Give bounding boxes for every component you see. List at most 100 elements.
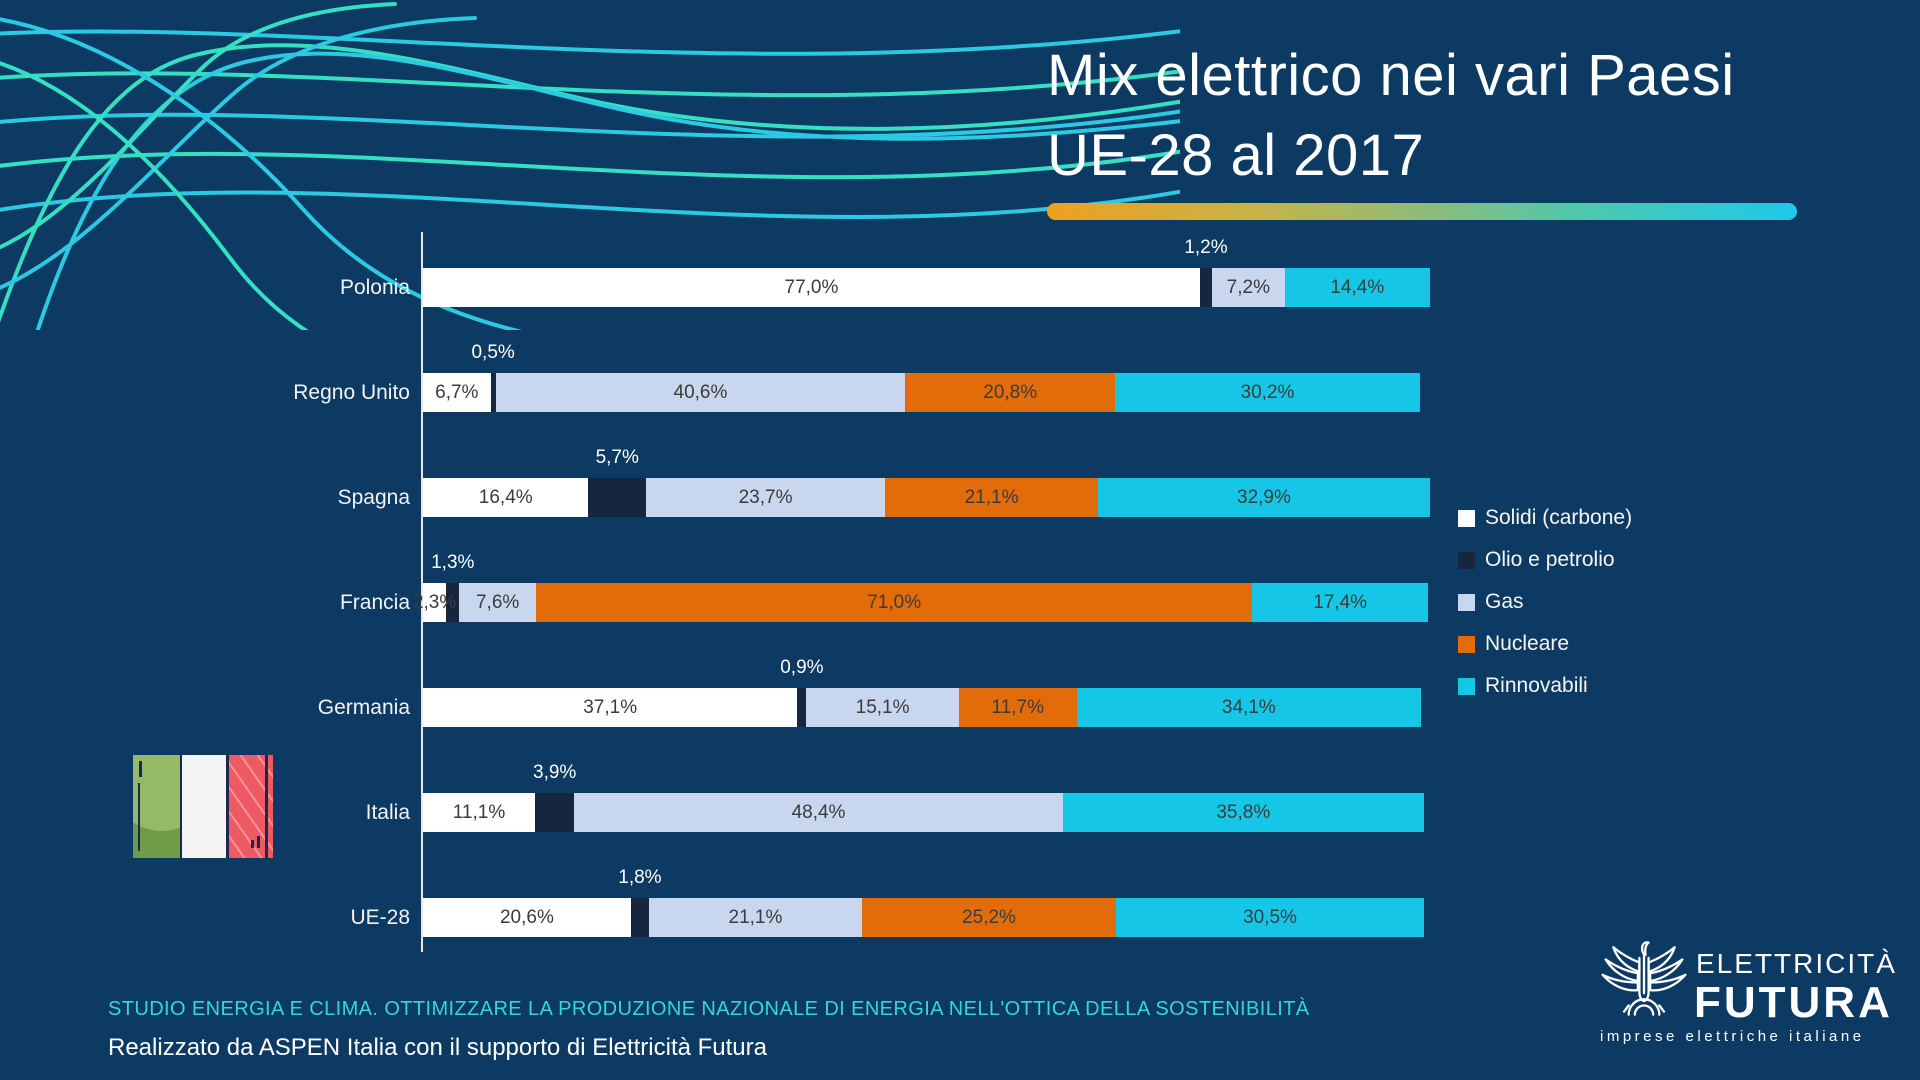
category-label: UE-28 [350,906,410,929]
bar-segment-gas: 7,2% [1212,268,1285,307]
above-bar-value-label: 1,3% [431,552,475,573]
segment-value-label: 40,6% [673,381,728,403]
bar-segment-rinnovabili: 14,4% [1284,268,1430,307]
bar-segment-nucleare: 71,0% [535,583,1253,622]
slide-title: Mix elettrico nei vari Paesi UE-28 al 20… [1047,36,1827,196]
bar-track: 37,1% 15,1% 11,7% 34,1% [423,688,1432,727]
bar-segment-gas: 23,7% [645,478,886,517]
flag-white-band [180,755,226,858]
category-label: Germania [317,696,410,719]
above-bar-value-label: 1,8% [618,867,662,888]
above-bar-value-label: 3,9% [533,762,577,783]
bar-segment-gas: 40,6% [495,373,906,412]
segment-value-label: 71,0% [867,591,922,613]
bar-row: Germania 0,9% 37,1% 15,1% 11,7% 34,1% [318,657,1432,727]
segment-value-label: 32,9% [1237,486,1291,508]
bar-segment-nucleare: 25,2% [861,898,1117,937]
bar-segment-solidi: 37,1% [423,688,798,727]
legend-swatch-rinnovabili [1458,677,1475,695]
flag-red-band [226,755,273,858]
legend-label: Solidi (carbone) [1485,506,1633,529]
legend-swatch-nucleare [1458,635,1475,653]
bar-segment-rinnovabili: 32,9% [1097,478,1430,517]
legend-item-olio: Olio e petrolio [1458,548,1632,572]
title-line-1: Mix elettrico nei vari Paesi [1047,43,1735,108]
segment-value-label: 11,1% [452,801,506,823]
segment-value-label: 20,8% [983,381,1038,403]
segment-value-label: 15,1% [855,696,910,718]
above-bar-value-label: 5,7% [595,447,639,468]
bar-segment-rinnovabili: 35,8% [1062,793,1424,832]
legend-label: Gas [1485,590,1524,613]
bar-track: 77,0% 7,2% 14,4% [423,268,1432,307]
bar-segment-solidi: 16,4% [423,478,589,517]
bar-segment-olio [630,898,649,937]
bar-row: Italia 3,9% 11,1% 48,4% 35,8% [366,762,1432,832]
legend-label: Olio e petrolio [1485,548,1615,571]
legend-swatch-olio [1458,551,1475,569]
bar-row: UE-28 1,8% 20,6% 21,1% 25,2% 30,5% [350,867,1432,937]
bar-segment-rinnovabili: 30,2% [1115,373,1420,412]
segment-value-label: 23,7% [738,486,793,508]
legend-item-nucleare: Nucleare [1458,632,1632,656]
bar-row: Spagna 5,7% 16,4% 23,7% 21,1% 32,9% [338,447,1432,517]
logo-tagline: imprese elettriche italiane [1600,1028,1865,1045]
legend-item-gas: Gas [1458,590,1632,614]
category-label: Francia [339,591,410,614]
bar-track: 6,7% 40,6% 20,8% 30,2% [423,373,1432,412]
above-bar-value-label: 0,5% [471,342,515,363]
segment-value-label: 25,2% [962,906,1016,928]
segment-value-label: 6,7% [435,381,479,403]
bar-track: 16,4% 23,7% 21,1% 32,9% [423,478,1432,517]
title-underline-gradient [1047,203,1797,220]
segment-value-label: 30,2% [1240,381,1295,403]
chart-axis-line [421,232,423,952]
segment-value-label: 2,3% [412,591,457,613]
bar-segment-rinnovabili: 30,5% [1116,898,1424,937]
category-label: Polonia [339,276,410,299]
segment-value-label: 77,0% [784,276,839,298]
bar-segment-olio [446,583,460,622]
bar-row: Francia 1,3% 2,3% 7,6% 71,0% 17,4% [340,552,1432,622]
segment-value-label: 17,4% [1313,591,1368,613]
bar-segment-solidi: 11,1% [423,793,535,832]
segment-value-label: 14,4% [1330,276,1385,298]
legend-item-solidi: Solidi (carbone) [1458,506,1632,530]
italy-flag-illustration [133,755,273,858]
footer-study-line: STUDIO ENERGIA E CLIMA. OTTIMIZZARE LA P… [108,998,1310,1020]
segment-value-label: 35,8% [1216,801,1271,823]
chart-legend: Solidi (carbone) Olio e petrolio Gas Nuclea… [1458,506,1632,716]
segment-value-label: 21,1% [728,906,783,928]
title-line-2: UE-28 al 2017 [1047,123,1425,188]
bar-row: Regno Unito 0,5% 6,7% 40,6% 20,8% 30,2% [293,342,1432,412]
footer-credit-line: Realizzato da ASPEN Italia con il suppor… [108,1034,767,1061]
bar-segment-rinnovabili: 17,4% [1252,583,1428,622]
bar-segment-nucleare: 21,1% [885,478,1098,517]
category-label: Regno Unito [293,381,410,404]
bar-segment-olio [490,373,496,412]
segment-value-label: 48,4% [791,801,846,823]
bar-row: Polonia 1,2% 77,0% 7,2% 14,4% [340,237,1432,307]
bar-segment-gas: 7,6% [459,583,536,622]
bar-segment-solidi: 6,7% [423,373,491,412]
bar-track: 20,6% 21,1% 25,2% 30,5% [423,898,1432,937]
logo-brand-top: ELETTRICITÀ [1696,948,1897,979]
segment-value-label: 21,1% [964,486,1019,508]
bar-segment-rinnovabili: 34,1% [1076,688,1421,727]
bar-segment-gas: 48,4% [574,793,1063,832]
bar-segment-olio [1199,268,1213,307]
bar-track: 2,3% 7,6% 71,0% 17,4% [413,583,1432,622]
eagle-icon [1601,941,1687,1016]
segment-value-label: 7,6% [475,591,520,613]
segment-value-label: 7,2% [1226,276,1270,298]
flag-green-band [133,755,180,858]
segment-value-label: 30,5% [1243,906,1297,928]
bar-segment-nucleare: 20,8% [905,373,1116,412]
above-bar-value-label: 0,9% [780,657,824,678]
segment-value-label: 34,1% [1221,696,1276,718]
legend-item-rinnovabili: Rinnovabili [1458,674,1632,698]
logo-brand-bottom: FUTURA [1694,978,1893,1027]
bar-segment-olio [588,478,646,517]
legend-swatch-gas [1458,593,1475,611]
bar-segment-olio [797,688,807,727]
